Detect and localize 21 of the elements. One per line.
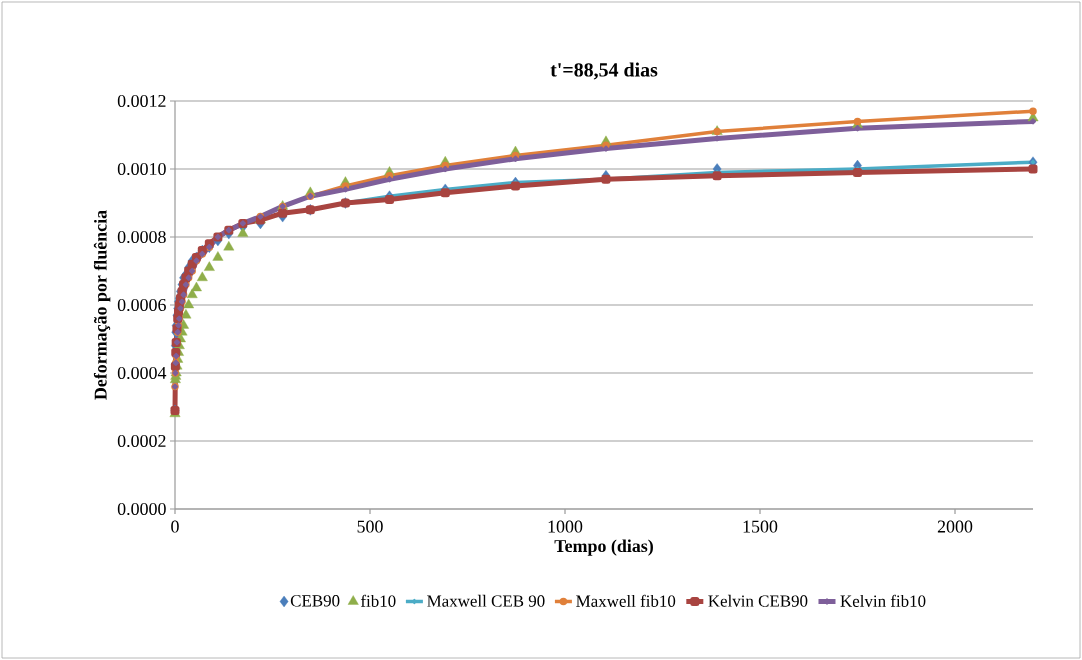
y-tick-label: 0.0012 bbox=[117, 94, 166, 108]
legend-label: CEB90 bbox=[290, 595, 340, 607]
x-tick-label: 0 bbox=[171, 520, 179, 533]
y-tick-label: 0.0008 bbox=[117, 230, 166, 244]
y-tick-label: 0.0010 bbox=[117, 162, 166, 176]
x-axis-title: Tempo (dias) bbox=[554, 539, 653, 556]
legend-label: Kelvin CEB90 bbox=[708, 594, 808, 607]
chart-title: t'=88,54 dias bbox=[550, 62, 658, 80]
legend-label: Kelvin fib10 bbox=[840, 594, 926, 607]
legend-label: Maxwell fib10 bbox=[576, 594, 676, 607]
x-tick-label: 500 bbox=[357, 520, 383, 533]
y-axis-title: Deformação por fluência bbox=[93, 210, 111, 400]
x-tick-label: 1500 bbox=[743, 520, 778, 533]
legend-label: Maxwell CEB 90 bbox=[427, 594, 545, 607]
legend-label: fib10 bbox=[360, 594, 396, 607]
y-tick-label: 0.0006 bbox=[117, 298, 166, 312]
y-tick-label: 0.0002 bbox=[117, 434, 166, 448]
y-tick-label: 0.0004 bbox=[117, 366, 167, 380]
y-tick-label: 0.0000 bbox=[117, 502, 166, 516]
x-tick-label: 1000 bbox=[548, 520, 583, 533]
x-tick-label: 2000 bbox=[937, 520, 973, 533]
